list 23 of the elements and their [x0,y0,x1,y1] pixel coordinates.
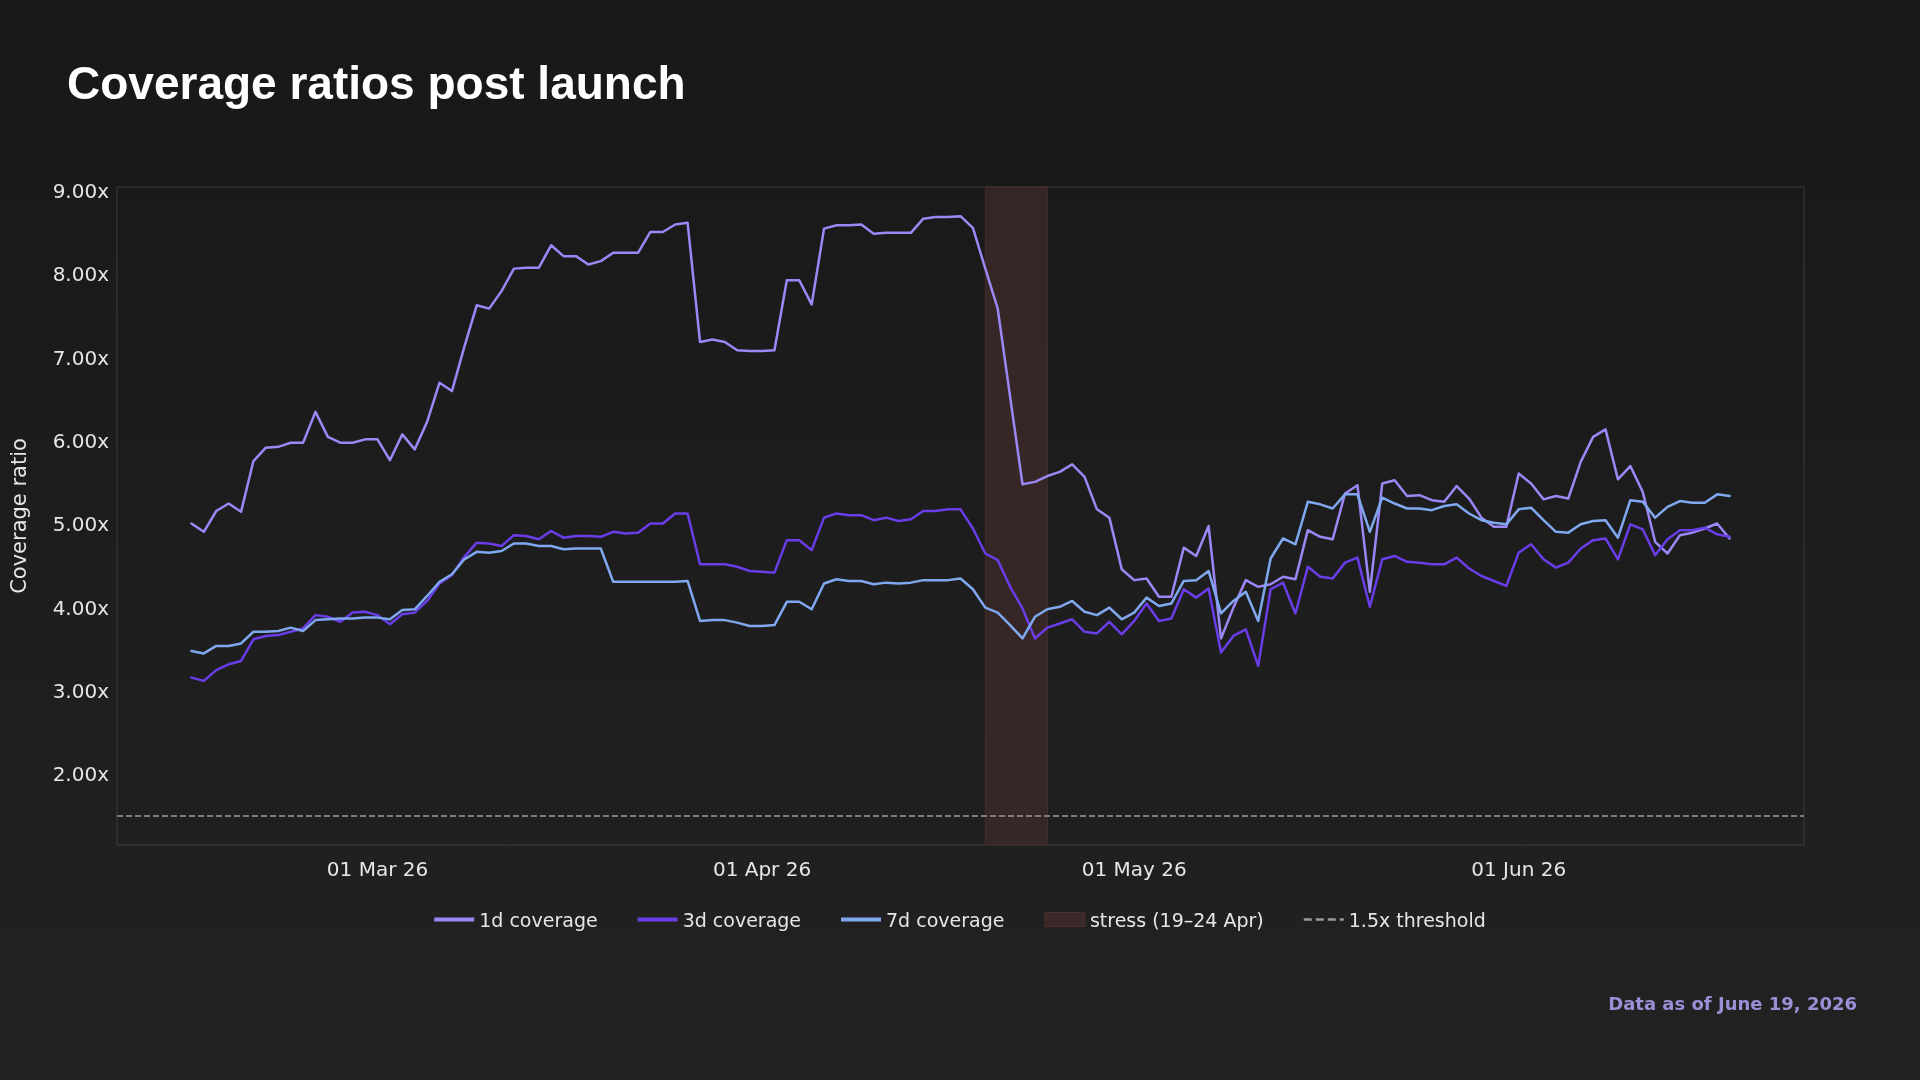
legend-label: stress (19–24 Apr) [1089,908,1264,931]
y-axis-title: Coverage ratio [6,438,31,594]
y-tick-label: 7.00x [52,345,110,370]
legend-label: 7d coverage [886,908,1005,931]
legend-label: 1d coverage [479,908,598,931]
chart-title: Coverage ratios post launch [67,56,686,110]
x-tick-label: 01 Apr 26 [712,857,812,881]
y-tick-label: 5.00x [52,512,110,537]
y-tick-label: 8.00x [52,262,110,287]
legend-label: 3d coverage [682,908,802,931]
x-tick-label: 01 May 26 [1081,857,1187,881]
line-series [190,214,1731,640]
y-tick-label: 3.00x [52,678,110,703]
legend-label: 1.5x threshold [1348,908,1486,931]
y-tick-label: 9.00x [52,179,110,204]
y-tick-label: 4.00x [52,595,110,620]
y-tick-label: 6.00x [52,429,110,454]
line-series [190,493,1731,655]
text: Data as of June 19, 2026 [1608,993,1857,1014]
x-tick-label: 01 Jun 26 [1471,857,1567,881]
line-series [190,508,1731,683]
y-tick-label: 2.00x [52,762,110,787]
x-tick-label: 01 Mar 26 [326,857,429,881]
